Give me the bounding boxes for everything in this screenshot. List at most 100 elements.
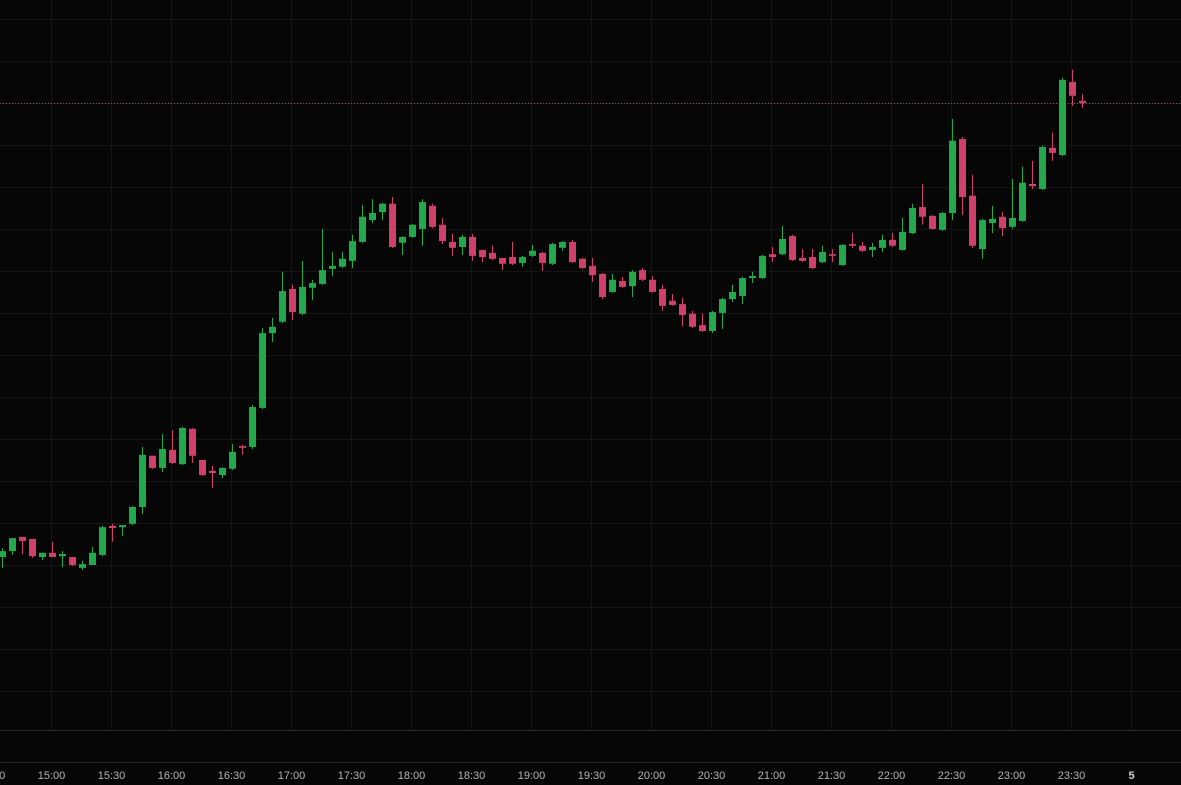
candle-down [49, 541, 56, 557]
candle-up [409, 223, 416, 238]
candle-body [0, 551, 6, 557]
candle-body [359, 216, 366, 242]
candle-body [409, 224, 416, 237]
candle-up [519, 255, 526, 267]
candle-body [139, 454, 146, 508]
candle-body [569, 241, 576, 263]
x-tick-label: 5 [1128, 770, 1134, 782]
candle-down [849, 233, 856, 248]
candle-body [229, 451, 236, 469]
x-tick-label: 21:00 [758, 770, 786, 782]
candle-down [569, 239, 576, 263]
candle-body [719, 299, 726, 313]
candle-body [219, 467, 226, 476]
candle-up [59, 551, 66, 568]
candle-body [389, 203, 396, 247]
x-tick-label: 18:30 [458, 770, 486, 782]
candle-up [369, 199, 376, 224]
candle-body [109, 525, 116, 529]
candle-body [599, 273, 606, 297]
candle-down [429, 203, 436, 229]
candle-body [459, 236, 466, 247]
candle-body [179, 428, 186, 465]
candle-body [99, 527, 106, 555]
candle-body [929, 215, 936, 229]
candle-down [199, 459, 206, 476]
candle-down [539, 252, 546, 271]
candle-body [489, 252, 496, 259]
candle-down [189, 428, 196, 463]
candle-body [699, 325, 706, 332]
candle-body [329, 265, 336, 269]
candle-body [29, 538, 36, 557]
x-tick-label: 17:30 [338, 770, 366, 782]
candle-body [349, 241, 356, 261]
candle-body [1029, 183, 1036, 187]
candle-body [779, 239, 786, 255]
candle-down [699, 313, 706, 332]
candle-body [149, 455, 156, 468]
candle-body [309, 283, 316, 288]
candle-body [899, 231, 906, 250]
candle-body [469, 236, 476, 256]
candle-body [279, 291, 286, 322]
candle-body [159, 449, 166, 468]
candle-body [419, 202, 426, 229]
candle-body [889, 239, 896, 246]
x-tick-label: 14:30 [0, 770, 5, 782]
candle-body [269, 326, 276, 334]
candle-body [949, 140, 956, 213]
candle-body [629, 271, 636, 287]
candle-down [209, 465, 216, 489]
candle-up [89, 546, 96, 565]
candle-body [519, 257, 526, 263]
candle-body [819, 252, 826, 263]
candle-down [599, 273, 606, 300]
candle-up [139, 446, 146, 515]
candle-down [799, 249, 806, 263]
candle-body [529, 250, 536, 256]
candle-up [99, 525, 106, 557]
candle-down [1029, 160, 1036, 190]
candle-body [709, 312, 716, 332]
candle-up [319, 228, 326, 285]
candle-up [749, 271, 756, 284]
candle-up [899, 218, 906, 251]
candle-body [549, 244, 556, 264]
candle-body [499, 257, 506, 264]
candle-body [9, 538, 16, 552]
candle-body [119, 525, 126, 528]
candle-body [979, 220, 986, 250]
candle-up [1039, 145, 1046, 190]
candle-body [1069, 81, 1076, 96]
candle-body [19, 536, 26, 542]
candle-body [619, 281, 626, 287]
candle-down [959, 136, 966, 216]
candle-down [619, 276, 626, 288]
candle-up [819, 245, 826, 263]
candle-down [769, 246, 776, 263]
candle-body [769, 254, 776, 258]
candle-body [539, 252, 546, 263]
candle-down [649, 275, 656, 293]
candle-up [729, 284, 736, 303]
x-tick-label: 16:30 [218, 770, 246, 782]
x-tick-label: 15:30 [98, 770, 126, 782]
candle-up [1059, 77, 1066, 156]
candle-body [259, 333, 266, 408]
candle-down [239, 444, 246, 455]
x-tick-label: 21:30 [818, 770, 846, 782]
x-tick-label: 15:00 [38, 770, 66, 782]
candle-up [869, 242, 876, 258]
candle-up [739, 276, 746, 305]
candle-up [1009, 178, 1016, 229]
candle-body [199, 459, 206, 476]
time-axis[interactable]: 14:30 15:00 15:30 16:00 16:30 17:00 17:30 18:00… [0, 730, 1181, 783]
candle-up [349, 234, 356, 268]
candle-body [869, 246, 876, 250]
x-tick-label: 22:00 [878, 770, 906, 782]
candle-body [939, 212, 946, 230]
candle-up [839, 244, 846, 266]
candle-body [169, 449, 176, 463]
